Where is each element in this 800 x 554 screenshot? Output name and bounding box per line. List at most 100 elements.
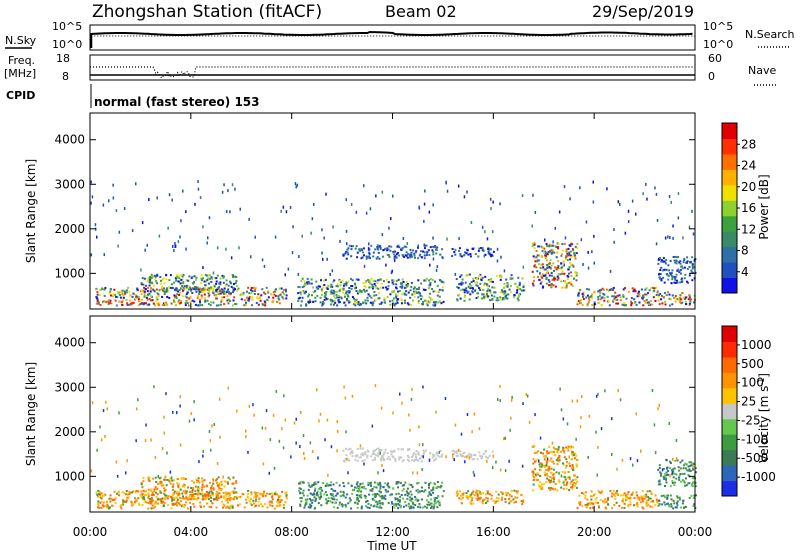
heatmap-cell [119,506,122,509]
heatmap-cell [485,294,488,297]
heatmap-cell [667,494,669,497]
heatmap-cell [247,492,250,495]
heatmap-cell [370,455,373,458]
heatmap-cell [222,503,225,506]
heatmap-cell [343,282,346,285]
heatmap-cell [319,296,322,299]
heatmap-cell [121,289,124,292]
heatmap-cell [314,499,317,502]
heatmap-cell [123,207,126,210]
heatmap-cell [297,300,300,302]
colorbar-tick-label: 12 [741,222,756,236]
heatmap-cell [582,294,585,297]
heatmap-cell [463,299,466,302]
heatmap-cell [469,502,472,505]
heatmap-cell [168,479,171,482]
heatmap-cell [691,264,694,267]
heatmap-cell [638,290,640,293]
heatmap-cell [407,253,409,256]
heatmap-cell [539,481,542,484]
heatmap-cell [691,271,694,274]
heatmap-cell [378,506,381,509]
heatmap-cell [575,458,578,461]
heatmap-cell [499,278,502,281]
heatmap-cell [315,482,318,485]
heatmap-cell [250,292,253,295]
heatmap-cell [689,300,692,303]
heatmap-cell [371,287,374,290]
heatmap-cell [614,492,617,495]
heatmap-cell [158,302,161,305]
heatmap-cell [531,245,534,248]
heatmap-cell [239,207,241,211]
heatmap-cell [233,296,236,299]
heatmap-cell [543,448,546,451]
heatmap-cell [217,304,220,307]
heatmap-cell [671,276,674,279]
heatmap-cell [427,495,429,498]
heatmap-cell [348,287,351,289]
heatmap-cell [516,291,519,294]
heatmap-cell [210,448,212,452]
heatmap-cell [335,494,338,497]
heatmap-cell [289,206,292,209]
heatmap-cell [154,505,157,508]
heatmap-cell [360,247,363,250]
velocity-heatmap [90,384,697,510]
heatmap-cell [381,494,384,497]
heatmap-cell [336,285,339,288]
heatmap-cell [188,286,191,289]
heatmap-cell [188,275,191,278]
heatmap-cell [483,282,486,285]
heatmap-cell [518,282,521,285]
heatmap-cell [666,467,669,470]
heatmap-cell [376,502,379,505]
heatmap-cell [563,243,566,245]
heatmap-cell [547,279,550,281]
heatmap-cell [619,296,622,299]
heatmap-cell [254,289,256,292]
heatmap-cell [213,498,216,501]
heatmap-cell [358,456,361,459]
heatmap-cell [574,484,576,487]
heatmap-cell [412,471,414,475]
heatmap-cell [482,502,485,505]
heatmap-cell [543,464,546,467]
heatmap-cell [660,298,662,301]
heatmap-cell [351,493,354,495]
heatmap-cell [552,480,555,483]
heatmap-cell [362,282,365,284]
heatmap-cell [308,497,311,500]
heatmap-cell [250,289,253,292]
heatmap-cell [410,499,413,502]
heatmap-cell [308,503,311,506]
heatmap-cell [275,389,278,393]
heatmap-cell [532,458,535,461]
heatmap-cell [156,298,159,301]
heatmap-cell [395,279,398,282]
heatmap-cell [370,277,373,280]
heatmap-cell [663,501,666,504]
heatmap-cell [112,293,115,296]
heatmap-cell [343,385,345,389]
heatmap-cell [622,498,625,500]
heatmap-cell [441,453,444,456]
heatmap-cell [352,488,355,491]
heatmap-cell [149,283,151,286]
heatmap-cell [373,486,376,488]
heatmap-cell [505,294,507,297]
heatmap-cell [223,287,226,290]
heatmap-cell [180,219,182,223]
heatmap-cell [645,298,648,301]
heatmap-cell [654,504,657,507]
heatmap-cell [201,489,204,492]
heatmap-cell [343,492,346,495]
heatmap-cell [173,281,176,284]
colorbar-tick-label: -25 [741,413,761,427]
heatmap-cell [232,497,235,500]
heatmap-cell [553,279,556,282]
heatmap-cell [627,504,630,507]
heatmap-cell [148,292,151,295]
heatmap-cell [613,228,615,231]
heatmap-cell [160,282,163,285]
